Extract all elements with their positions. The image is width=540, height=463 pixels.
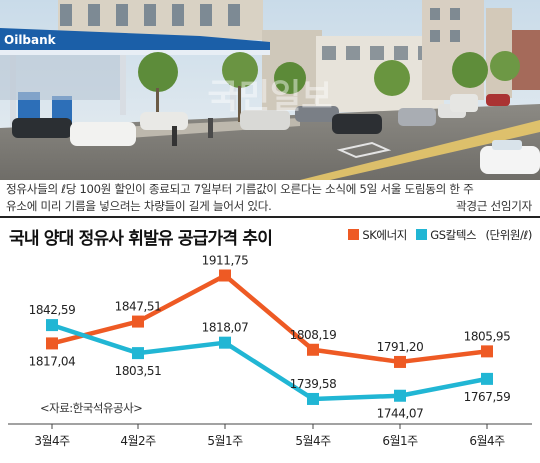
point-sk-5 [481,345,493,358]
value-label-gs-0: 1842,59 [29,303,76,317]
point-gs-2 [219,336,231,349]
chart-legend: SK에너지 GS칼텍스 (단위원/ℓ) [342,227,532,243]
section-divider [0,216,540,218]
legend-unit: (단위원/ℓ) [485,228,532,242]
point-sk-4 [394,355,406,368]
legend-label-sk: SK에너지 [362,228,407,242]
point-sk-3 [307,343,319,356]
legend-label-gs: GS칼텍스 [430,228,477,242]
chart-title: 국내 양대 정유사 휘발유 공급가격 추이 [9,229,273,249]
point-gs-4 [394,389,406,402]
oilbank-sign: Oilbank [4,33,57,47]
point-gs-5 [481,372,493,385]
x-tick-label-1: 4월2주 [120,434,156,448]
x-tick-label-2: 5월1주 [207,434,243,448]
caption-line-1: 정유사들의 ℓ당 100원 할인이 종료되고 7일부터 기름값이 오른다는 소식… [6,182,474,196]
value-label-sk-2: 1911,75 [202,254,249,268]
value-label-sk-5: 1805,95 [464,329,511,343]
point-sk-0 [46,337,58,350]
price-trend-chart: 3월4주 4월2주 5월1주 5월4주 6월1주 6월4주 1817,04 1847,51 19… [0,218,540,463]
point-sk-2 [219,269,231,282]
data-source-note: <자료:한국석유공사> [40,401,143,415]
point-gs-0 [46,319,58,332]
value-label-sk-4: 1791,20 [377,340,424,354]
x-tick-label-5: 6월4주 [469,434,505,448]
value-label-gs-2: 1818,07 [202,321,249,335]
value-label-gs-4: 1744,07 [377,407,424,421]
value-label-gs-5: 1767,59 [464,390,511,404]
newspaper-watermark: 국민일보 [207,77,332,117]
legend-swatch-gs [416,229,428,240]
value-label-gs-1: 1803,51 [115,364,162,378]
series-line-gs [51,322,488,402]
legend-item-sk: SK에너지 [348,227,407,243]
value-label-sk-3: 1808,19 [290,328,337,342]
legend-item-gs: GS칼텍스 [416,227,477,243]
photo-credit: 곽경근 선임기자 [456,199,532,213]
x-tick-label-4: 6월1주 [382,434,418,448]
series-line-sk [51,273,488,365]
gas-station-photo: Oilbank [0,0,540,180]
chart-plot-area: 3월4주 4월2주 5월1주 5월4주 6월1주 6월4주 1817,04 1847,51 19… [8,254,532,448]
caption-line-2: 유소에 미리 기름을 넣으려는 차량들이 길게 늘어서 있다. [6,199,272,213]
value-label-sk-1: 1847,51 [115,300,162,314]
point-gs-3 [307,392,319,405]
legend-swatch-sk [348,229,360,240]
x-tick-label-0: 3월4주 [34,434,70,448]
value-label-sk-0: 1817,04 [29,354,76,368]
point-sk-1 [132,315,144,328]
photo-caption: 정유사들의 ℓ당 100원 할인이 종료되고 7일부터 기름값이 오른다는 소식… [6,181,538,215]
value-label-gs-3: 1739,58 [290,377,337,391]
x-tick-label-3: 5월4주 [295,434,331,448]
point-gs-1 [132,347,144,360]
